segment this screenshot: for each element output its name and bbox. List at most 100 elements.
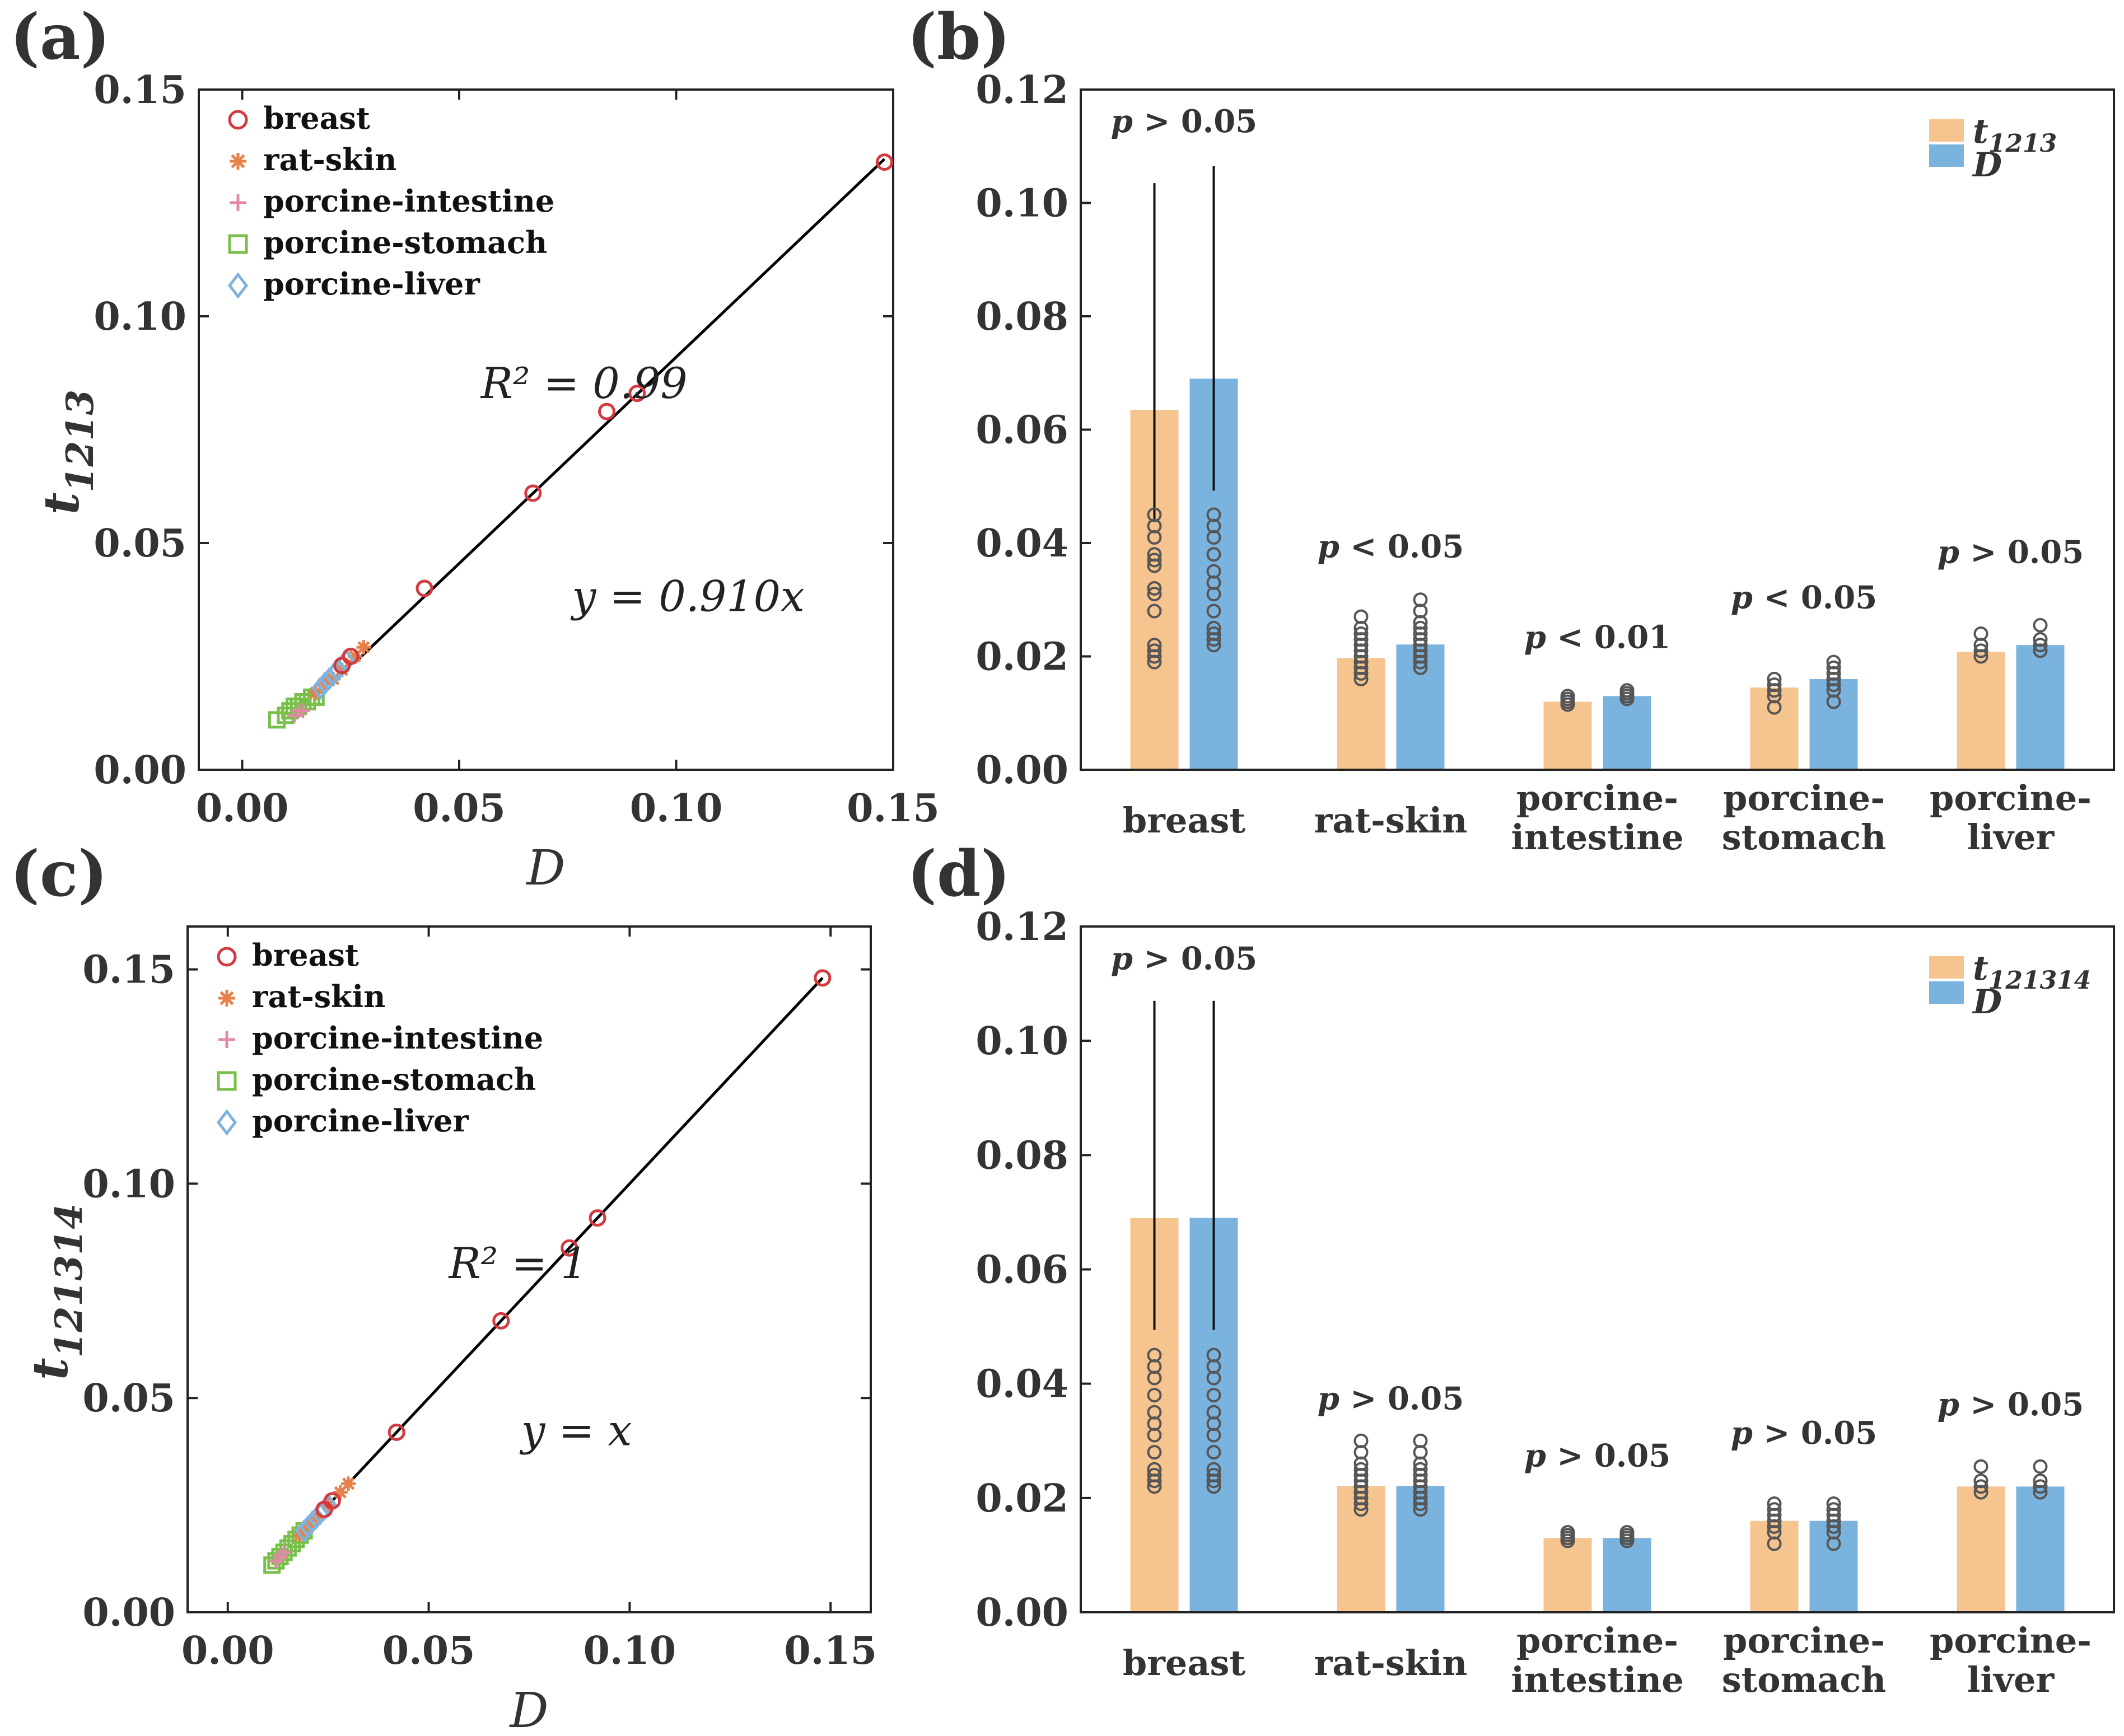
- individual-point: [1413, 1433, 1428, 1448]
- legend-marker-breast: [217, 947, 237, 967]
- p-symbol: p: [1731, 579, 1753, 616]
- p-symbol: p: [1318, 528, 1339, 565]
- y-axis-title-subscript: 1213: [58, 390, 102, 493]
- data-point-breast: [323, 1492, 341, 1510]
- y-tick-label: 0.10: [975, 1019, 1068, 1064]
- legend-marker-rat-skin: [230, 153, 246, 170]
- p-comparison: > 0.05: [1959, 1386, 2084, 1423]
- legend-label: porcine-liver: [263, 266, 480, 302]
- data-point-breast: [492, 1312, 510, 1330]
- y-axis-title: t1213: [34, 390, 102, 514]
- individual-point: [1206, 603, 1221, 619]
- individual-point: [1353, 1433, 1369, 1448]
- y-tick-label: 0.12: [975, 905, 1068, 949]
- individual-point: [1147, 1445, 1162, 1460]
- individual-point: [1206, 1388, 1221, 1403]
- bar-D: [1809, 679, 1858, 770]
- individual-point: [1767, 1502, 1782, 1517]
- legend-marker-porcine-intestine: [230, 194, 246, 211]
- legend-label: porcine-intestine: [263, 183, 554, 219]
- y-axis-title: t121314: [22, 1204, 91, 1380]
- bar-t1213: [1957, 652, 2005, 770]
- category-label: porcine-: [1723, 1620, 1885, 1661]
- data-point-breast: [342, 648, 360, 665]
- individual-point: [1413, 592, 1428, 607]
- individual-point: [1560, 689, 1575, 704]
- y-tick-label: 0.08: [975, 294, 1068, 339]
- panel-label: (a): [10, 1, 110, 74]
- category-label: liver: [1967, 1659, 2055, 1700]
- plot-frame: [1080, 925, 2115, 1613]
- plot-frame: [186, 925, 872, 1613]
- y-tick-label: 0.00: [975, 1590, 1068, 1635]
- panel-label: (c): [10, 837, 108, 911]
- individual-point: [1973, 626, 1988, 641]
- legend-label: porcine-stomach: [252, 1061, 536, 1097]
- individual-point: [1826, 1496, 1841, 1512]
- individual-point: [2033, 1459, 2048, 1474]
- y-tick-label: 0.02: [975, 1476, 1068, 1521]
- individual-point: [1206, 1462, 1221, 1477]
- y-tick-label: 0.06: [975, 408, 1068, 453]
- p-value-label: p > 0.05: [1524, 1438, 1670, 1475]
- legend-swatch-d: [1929, 981, 1964, 1004]
- category-label: porcine-: [1930, 1620, 2092, 1661]
- bar-t121314: [1543, 1538, 1592, 1612]
- scatter-panel-a: (a) 0.00 0.05 0.10 0.15 0.00 0.05 0.10 0.15 Dt121…: [10, 1, 940, 896]
- legend-label: rat-skin: [252, 979, 385, 1014]
- individual-point: [1973, 1459, 1988, 1474]
- bar-panel-b: (b) 0.00 0.02 0.04 0.06 0.08 0.10 0.12 breast p >…: [907, 1, 2115, 858]
- y-tick-label: 0.10: [975, 181, 1068, 226]
- p-comparison: < 0.05: [1339, 528, 1464, 565]
- legend-t-base: t: [1973, 949, 1988, 988]
- plot-frame: [198, 88, 894, 771]
- legend-t-base: t: [1973, 112, 1988, 151]
- p-value-label: p < 0.05: [1731, 579, 1877, 616]
- individual-point: [1973, 643, 1988, 658]
- data-point-breast: [814, 969, 832, 987]
- legend-label: breast: [252, 937, 359, 973]
- y-axis-title-base: t: [22, 1358, 79, 1380]
- category-label: stomach: [1722, 817, 1887, 858]
- bar-t121314: [1337, 1486, 1385, 1612]
- fit-line: [327, 977, 824, 1506]
- scatter-panel-c: (c) 0.00 0.05 0.10 0.15 0.00 0.05 0.10 0.15 Dt121…: [10, 837, 877, 1736]
- data-point-breast: [416, 579, 433, 597]
- individual-point: [1147, 1468, 1162, 1482]
- individual-point: [1826, 654, 1841, 670]
- individual-point: [1206, 1405, 1221, 1420]
- individual-point: [1147, 1462, 1162, 1477]
- category-label: intestine: [1511, 817, 1683, 858]
- individual-point: [1147, 1347, 1162, 1363]
- individual-point: [1147, 553, 1162, 568]
- p-comparison: > 0.05: [1753, 1415, 1877, 1452]
- y-tick-label: 0.12: [975, 68, 1068, 113]
- y-tick-label: 0.15: [82, 948, 175, 993]
- category-label: breast: [1123, 800, 1246, 841]
- x-axis-title: D: [509, 1683, 549, 1736]
- data-point-porcine-intestine: [296, 703, 310, 718]
- x-tick-label: 0.00: [196, 786, 289, 831]
- category-label: breast: [1123, 1643, 1246, 1683]
- r-squared-annotation: R² = 1: [447, 1238, 587, 1288]
- legend-t-subscript: 121314: [1988, 966, 2092, 995]
- individual-point: [1619, 1525, 1635, 1540]
- panel-label: (b): [907, 1, 1010, 74]
- y-tick-label: 0.08: [975, 1133, 1068, 1178]
- y-tick-label: 0.04: [975, 1362, 1068, 1407]
- x-tick-label: 0.10: [630, 786, 723, 831]
- p-value-label: p > 0.05: [1111, 103, 1257, 140]
- r-squared-annotation: R² = 0.99: [480, 358, 688, 408]
- y-tick-label: 0.10: [82, 1162, 175, 1206]
- legend-label-d: D: [1972, 146, 2002, 185]
- individual-point: [1206, 626, 1221, 641]
- p-symbol: p: [1111, 940, 1133, 977]
- category-label: stomach: [1722, 1659, 1887, 1700]
- p-comparison: > 0.05: [1133, 940, 1257, 977]
- data-point-breast: [561, 1239, 578, 1257]
- bar-panel-d: (d) 0.00 0.02 0.04 0.06 0.08 0.10 0.12 breast p >…: [907, 837, 2115, 1700]
- individual-point: [1973, 1473, 1988, 1489]
- y-tick-label: 0.05: [82, 1376, 175, 1421]
- individual-point: [2033, 638, 2048, 653]
